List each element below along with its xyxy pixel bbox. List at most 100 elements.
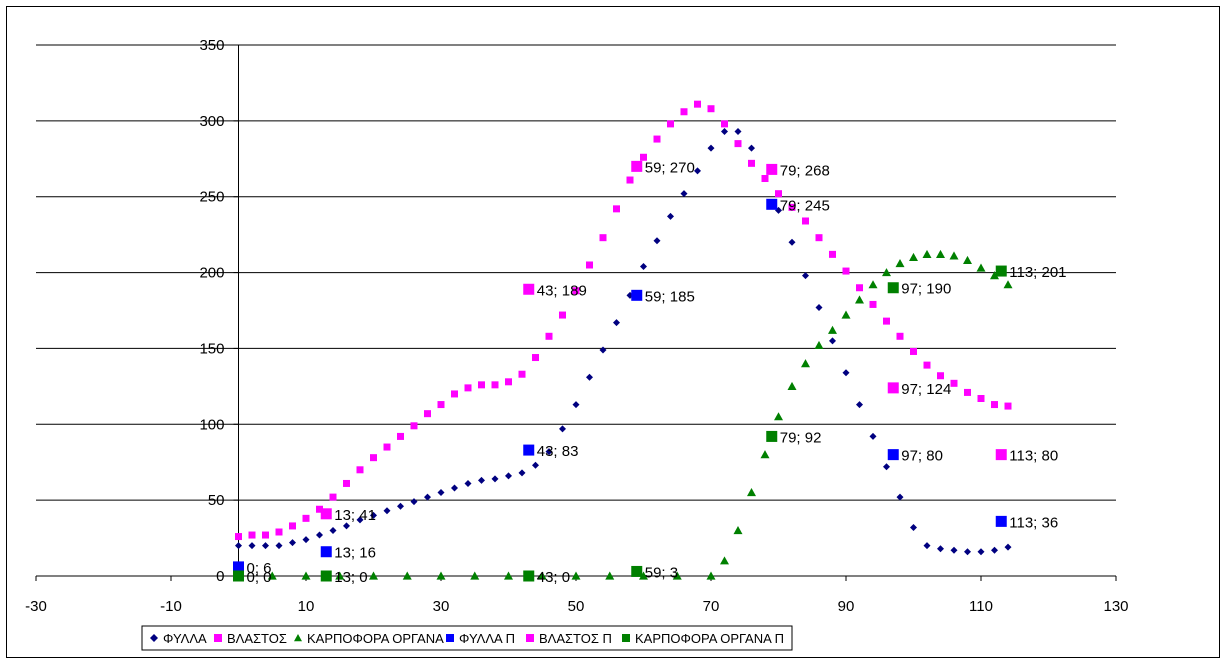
series-3-point-2 xyxy=(523,444,535,456)
series-0-point-8 xyxy=(343,522,350,530)
series-2-point-28 xyxy=(895,258,905,268)
series-2-point-17 xyxy=(747,488,756,497)
series-1-point-30 xyxy=(640,153,647,161)
series-2-point-11 xyxy=(605,571,615,580)
series-5-data-label-6: 113; 201 xyxy=(1009,264,1066,281)
series-0-point-25 xyxy=(572,401,580,409)
series-1-point-51 xyxy=(923,361,931,369)
series-2-point-4 xyxy=(369,571,378,580)
legend-box xyxy=(141,625,793,651)
series-0-point-7 xyxy=(329,526,337,534)
legend-label-3: ΦΥΛΛΑ Π xyxy=(459,631,515,646)
series-0-point-4 xyxy=(289,539,296,547)
legend-label-5: ΚΑΡΠΟΦΟΡΑ ΟΡΓΑΝΑ Π xyxy=(635,631,784,646)
series-0-point-27 xyxy=(599,346,607,354)
series-0-point-6 xyxy=(316,531,323,539)
series-1-point-35 xyxy=(707,105,715,113)
series-0-point-13 xyxy=(410,498,418,506)
series-0-point-11 xyxy=(383,507,391,515)
series-1-point-12 xyxy=(397,432,404,440)
legend-label-4: ΒΛΑΣΤΟΣ Π xyxy=(539,631,612,646)
series-4-point-5 xyxy=(995,449,1007,461)
series-0-point-0 xyxy=(235,542,242,550)
series-2-point-20 xyxy=(787,381,797,390)
legend-marker-1 xyxy=(214,634,222,642)
series-4-point-2 xyxy=(631,160,643,172)
series-0-point-16 xyxy=(451,484,458,492)
series-1-point-23 xyxy=(545,332,553,340)
series-0-point-33 xyxy=(680,190,688,198)
series-2-point-5 xyxy=(402,571,412,580)
series-1-point-5 xyxy=(302,514,310,522)
series-1-point-45 xyxy=(842,267,850,275)
series-2-point-7 xyxy=(470,571,480,580)
series-1-point-46 xyxy=(856,284,863,292)
series-3-data-label-4: 79; 245 xyxy=(780,197,830,214)
series-1-point-47 xyxy=(869,300,877,308)
series-4-point-0 xyxy=(320,508,332,520)
series-0-point-57 xyxy=(1004,543,1012,551)
series-4-data-label-2: 59; 270 xyxy=(645,159,695,176)
series-3 xyxy=(233,198,1007,573)
series-0-point-5 xyxy=(302,536,310,544)
series-0-point-34 xyxy=(694,167,701,175)
series-0-point-18 xyxy=(478,476,485,484)
series-1-point-13 xyxy=(410,422,418,430)
series-4-point-3 xyxy=(766,163,778,175)
series-2-point-22 xyxy=(814,340,824,349)
series-0-point-52 xyxy=(937,545,944,553)
series-2-point-23 xyxy=(828,325,837,334)
chart-frame xyxy=(6,6,1220,658)
series-1-point-21 xyxy=(518,370,526,378)
series-1-point-57 xyxy=(1004,402,1012,410)
series-1-point-10 xyxy=(370,454,377,462)
series-5-data-label-5: 97; 190 xyxy=(901,281,951,298)
series-2-point-13 xyxy=(672,571,682,580)
series-1-point-1 xyxy=(248,531,256,539)
legend: ΦΥΛΛΑ ΒΛΑΣΤΟΣ ΚΑΡΠΟΦΟΡΑ ΟΡΓΑΝΑ ΦΥΛΛΑ Π ΒΛΑΣΤ… xyxy=(141,625,793,651)
series-1-point-37 xyxy=(734,140,742,148)
series-1-point-18 xyxy=(478,381,485,389)
series-3-data-label-6: 113; 36 xyxy=(1009,514,1058,531)
x-tick-label-0: -30 xyxy=(25,598,47,615)
series-0-point-14 xyxy=(424,493,431,501)
series-2-point-21 xyxy=(801,359,810,368)
x-tick-label-4: 50 xyxy=(568,598,585,615)
series-1-point-56 xyxy=(991,401,998,409)
x-tick-label-8: 130 xyxy=(1103,598,1128,615)
series-0-point-41 xyxy=(788,238,796,246)
series-0-point-3 xyxy=(275,542,283,550)
series-3-point-0 xyxy=(233,561,244,573)
series-1-point-2 xyxy=(262,531,269,539)
series-4 xyxy=(320,160,1007,520)
series-0-point-47 xyxy=(869,432,877,440)
series-0-point-22 xyxy=(532,461,539,469)
x-tick-label-1: -10 xyxy=(160,598,182,615)
series-5-point-1 xyxy=(320,570,332,582)
series-1-point-34 xyxy=(694,100,701,108)
series-0-point-1 xyxy=(248,542,256,550)
series-2-point-16 xyxy=(733,525,743,535)
legend-marker-4 xyxy=(526,634,534,642)
series-3-data-label-0: 0; 6 xyxy=(247,560,272,577)
series-3-data-label-2: 43; 83 xyxy=(537,443,579,460)
series-4-data-label-0: 13; 41 xyxy=(334,507,376,524)
series-1-point-55 xyxy=(977,394,985,402)
y-tick-label-3: 150 xyxy=(199,340,224,357)
series-5-point-6 xyxy=(995,265,1007,277)
series-5-point-2 xyxy=(523,570,535,582)
series-3-point-4 xyxy=(766,198,778,210)
series-0-point-24 xyxy=(559,425,566,433)
series-0-point-50 xyxy=(910,523,917,531)
legend-marker-0 xyxy=(150,634,158,642)
legend-marker-3 xyxy=(446,634,454,642)
series-1-point-28 xyxy=(613,205,620,213)
series-2-point-8 xyxy=(504,571,513,580)
series-2-point-30 xyxy=(922,249,932,258)
gridlines xyxy=(36,44,1116,501)
series-2-point-6 xyxy=(436,571,446,580)
series-0-point-44 xyxy=(829,337,836,345)
series-1-point-11 xyxy=(383,443,391,451)
series-0-point-56 xyxy=(991,546,998,554)
